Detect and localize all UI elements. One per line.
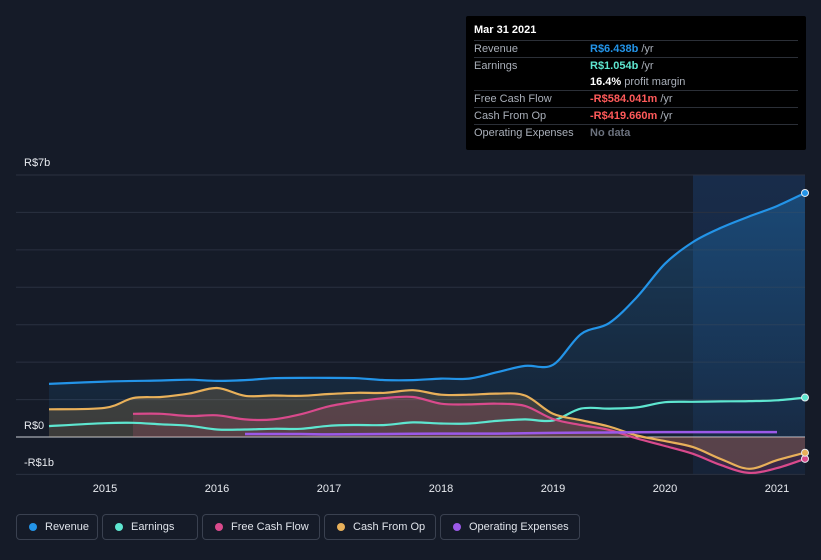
line-revenue <box>48 191 806 385</box>
x-tick-label: 2017 <box>317 483 341 495</box>
tooltip-row-revenue: Revenue R$6.438b /yr <box>474 40 798 57</box>
data-tooltip: Mar 31 2021 Revenue R$6.438b /yr Earning… <box>466 16 806 150</box>
y-label-bottom: -R$1b <box>24 457 54 469</box>
legend-revenue[interactable]: Revenue <box>16 514 98 540</box>
tooltip-row-margin: 16.4% profit margin <box>474 74 798 90</box>
tooltip-amount: No data <box>590 127 631 139</box>
tooltip-label: Cash From Op <box>474 110 547 122</box>
tooltip-amount: R$6.438b <box>590 43 639 55</box>
tooltip-amount: -R$419.660m <box>590 110 658 122</box>
tooltip-label: Operating Expenses <box>474 127 574 139</box>
line-cash-from-op <box>48 386 806 470</box>
legend-dot <box>453 523 461 531</box>
tooltip-row-opex: Operating Expenses No data <box>474 124 798 141</box>
end-point-cash-from-op <box>801 448 809 457</box>
legend-earnings[interactable]: Earnings <box>102 514 198 540</box>
tooltip-row-fcf: Free Cash Flow -R$584.041m /yr <box>474 90 798 107</box>
tooltip-amount: 16.4% <box>590 76 622 88</box>
tooltip-label: Earnings <box>474 60 518 72</box>
line-free-cash-flow <box>132 395 806 475</box>
tooltip-date: Mar 31 2021 <box>474 24 537 36</box>
x-tick-label: 2019 <box>541 483 565 495</box>
end-point-revenue <box>801 188 809 197</box>
tooltip-value: R$6.438b /yr <box>590 41 654 57</box>
x-tick-label: 2016 <box>205 483 229 495</box>
legend-label: Free Cash Flow <box>231 521 309 533</box>
y-label-top: R$7b <box>24 157 51 169</box>
tooltip-unit: /yr <box>641 43 654 55</box>
tooltip-amount: -R$584.041m <box>590 93 658 105</box>
legend-free-cash-flow[interactable]: Free Cash Flow <box>202 514 320 540</box>
tooltip-amount: R$1.054b <box>590 60 639 72</box>
tooltip-label: Free Cash Flow <box>474 93 552 105</box>
chart-area: 2015 2016 2017 2018 2019 2020 2021 <box>16 174 809 495</box>
tooltip-unit: /yr <box>641 60 654 72</box>
tooltip-value: No data <box>590 125 630 141</box>
legend-label: Earnings <box>131 521 175 533</box>
legend-dot <box>215 523 223 531</box>
legend-dot <box>29 523 37 531</box>
legend-operating-expenses[interactable]: Operating Expenses <box>440 514 580 540</box>
area-revenue <box>49 193 805 437</box>
x-tick-label: 2015 <box>93 483 117 495</box>
x-tick-label: 2021 <box>765 483 789 495</box>
x-tick-label: 2018 <box>429 483 453 495</box>
tooltip-row-earnings: Earnings R$1.054b /yr <box>474 57 798 74</box>
tooltip-value: -R$419.660m /yr <box>590 108 673 124</box>
legend-label: Revenue <box>45 521 90 533</box>
x-tick-label: 2020 <box>653 483 677 495</box>
tooltip-value: R$1.054b /yr <box>590 58 654 74</box>
area-cash-from-op <box>49 387 805 469</box>
tooltip-value: 16.4% profit margin <box>590 74 685 90</box>
tooltip-unit: /yr <box>660 110 673 122</box>
line-earnings <box>48 396 806 431</box>
end-point-earnings <box>801 393 809 402</box>
line-operating-expenses <box>244 430 777 436</box>
tooltip-value: -R$584.041m /yr <box>590 91 673 107</box>
tooltip-label: Revenue <box>474 43 519 55</box>
legend-cash-from-op[interactable]: Cash From Op <box>324 514 436 540</box>
tooltip-unit: /yr <box>660 93 673 105</box>
legend-label: Cash From Op <box>353 521 426 533</box>
tooltip-row-cfo: Cash From Op -R$419.660m /yr <box>474 107 798 124</box>
legend-label: Operating Expenses <box>469 521 569 533</box>
y-label-zero: R$0 <box>24 420 45 432</box>
legend-dot <box>115 523 123 531</box>
legend-dot <box>337 523 345 531</box>
tooltip-unit: profit margin <box>624 76 686 88</box>
